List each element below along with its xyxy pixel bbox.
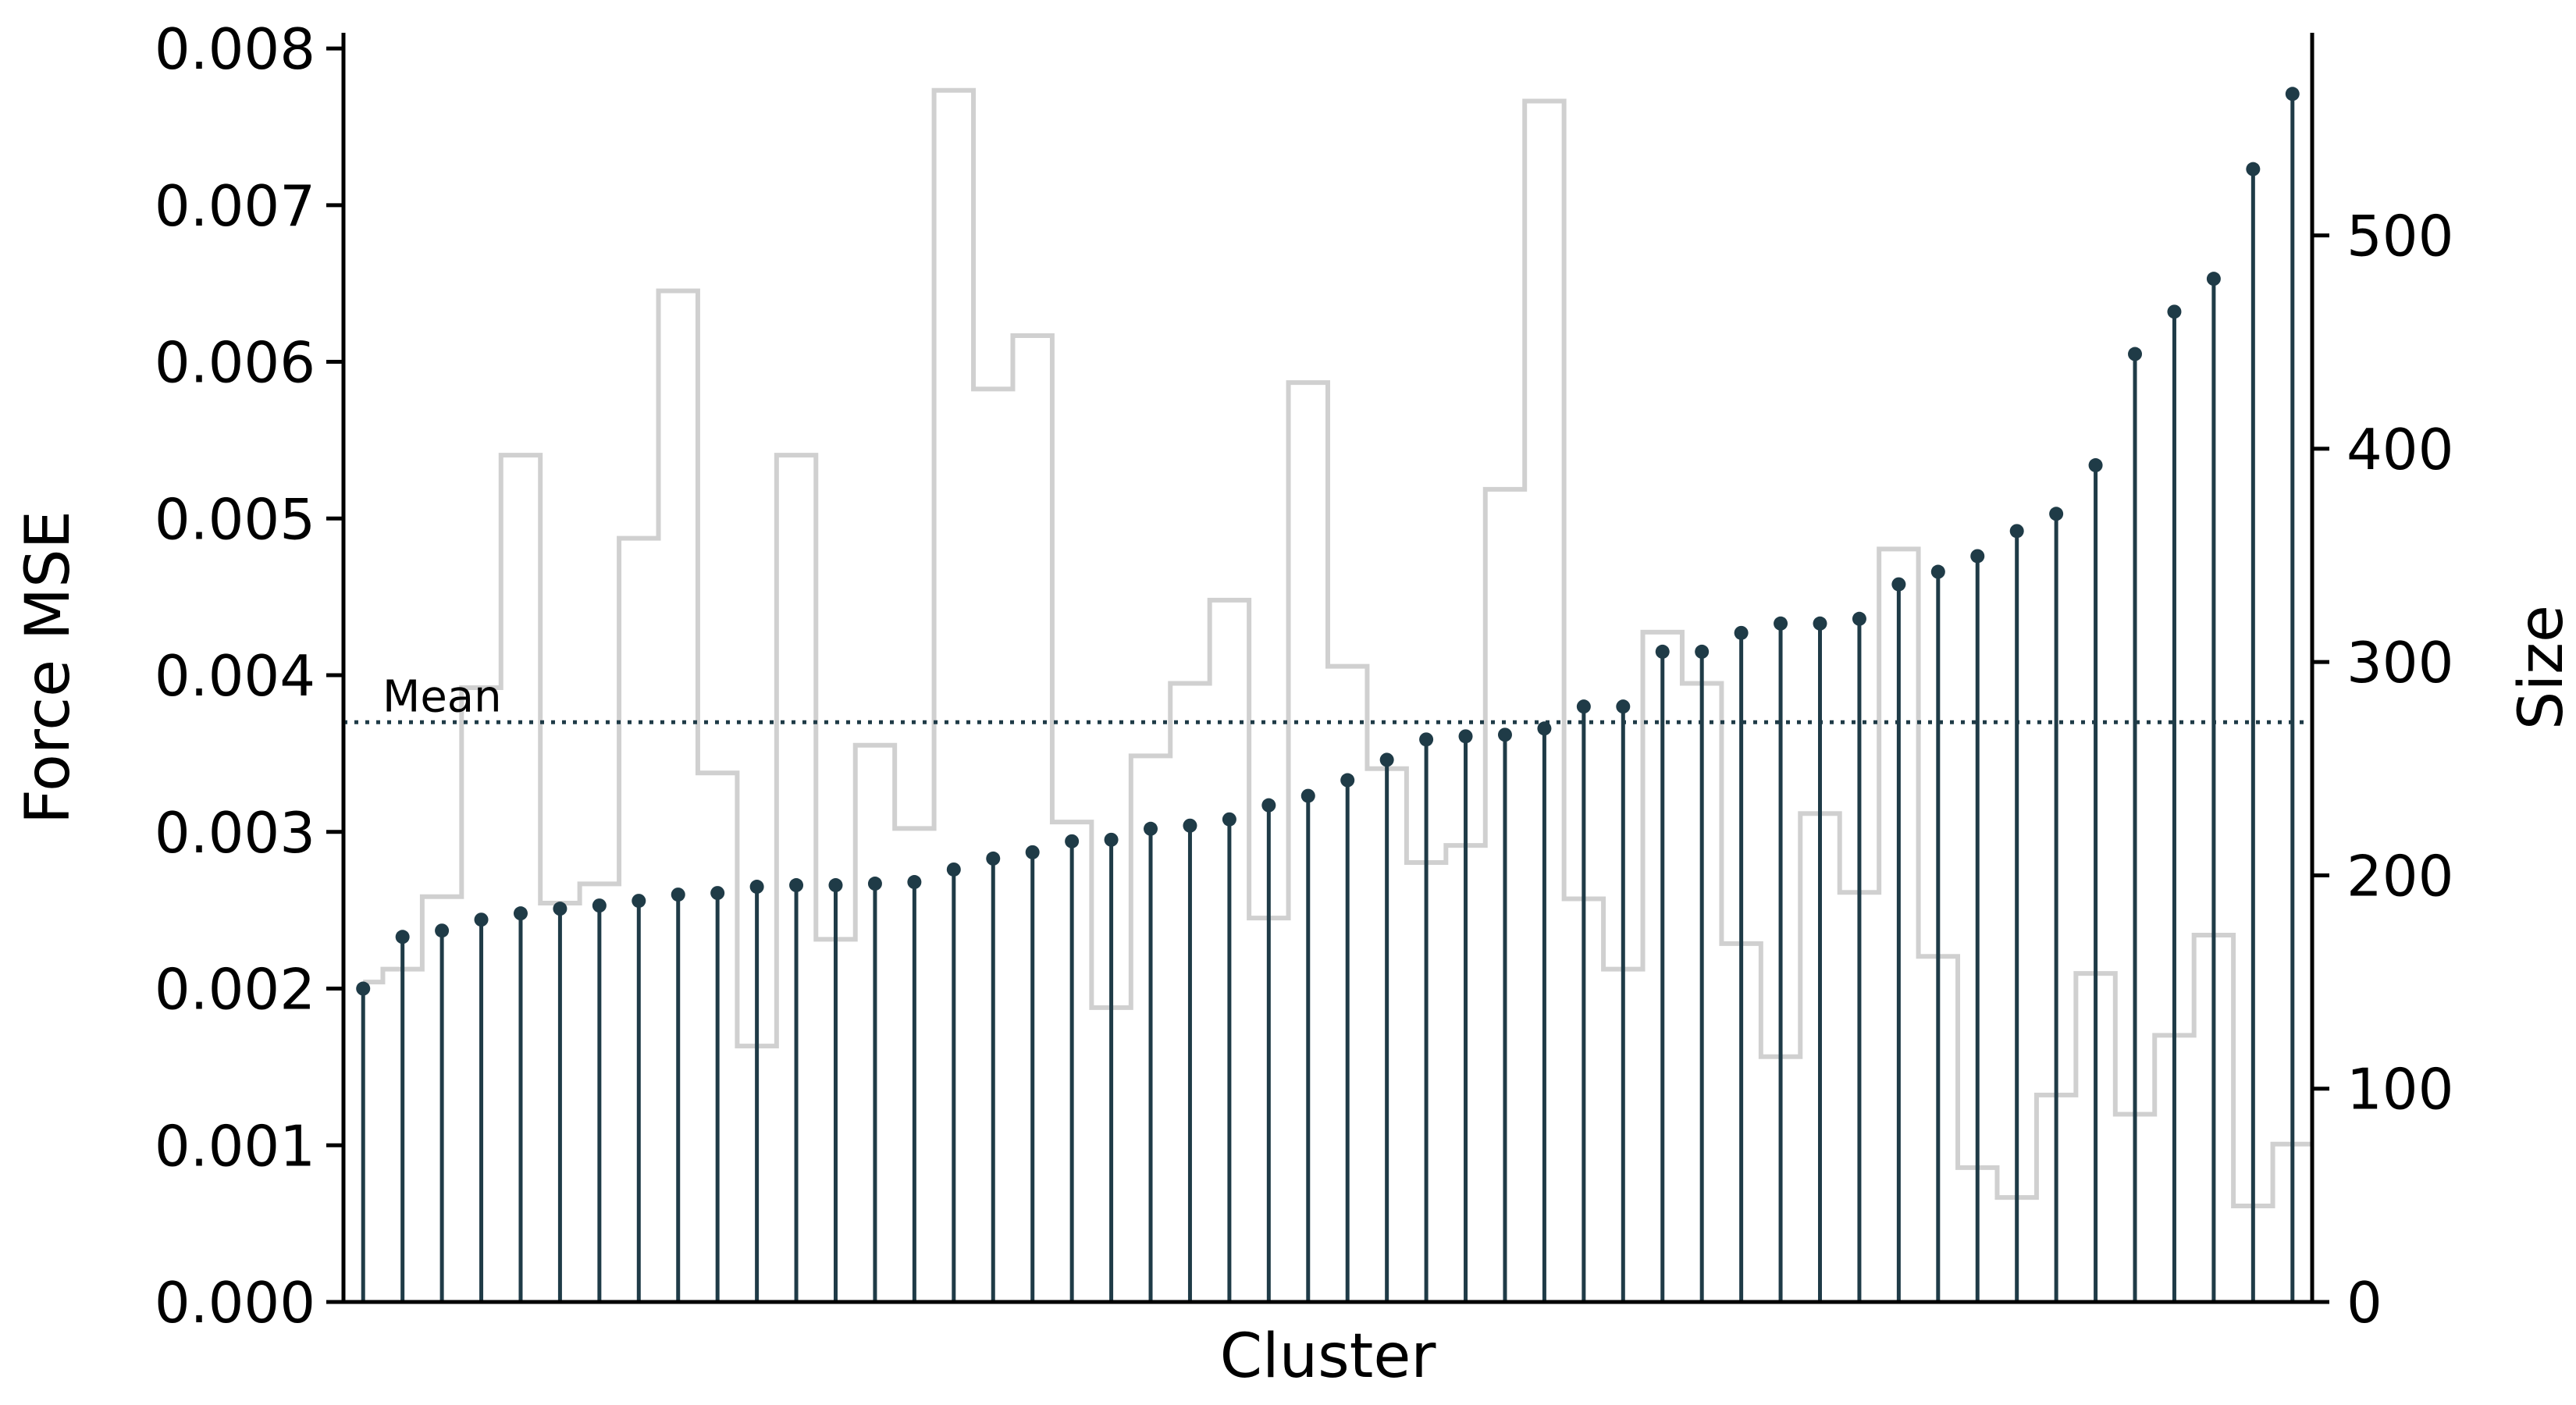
stem-marker: [907, 875, 922, 890]
stem-marker: [1379, 752, 1394, 767]
stem-marker: [1144, 821, 1158, 836]
stem-marker: [356, 981, 371, 996]
left-tick-label: 0.001: [155, 1113, 315, 1179]
left-tick-label: 0.008: [155, 16, 315, 82]
x-axis-label: Cluster: [1220, 1321, 1437, 1392]
right-y-axis-label: Size: [2507, 605, 2576, 730]
stem-marker: [592, 898, 607, 913]
stem-marker: [1300, 788, 1315, 803]
stem-marker: [1183, 818, 1197, 833]
stem-marker: [2246, 162, 2261, 176]
size-step-series: [363, 87, 2312, 1209]
stem-marker: [1222, 812, 1236, 827]
stem-marker: [1340, 773, 1355, 788]
stem-marker: [1537, 721, 1552, 736]
right-y-axis-ticks: 0 100 200 300 400 500: [2312, 204, 2453, 1336]
stem-marker: [1852, 611, 1866, 626]
stem-marker: [1734, 625, 1749, 640]
stem-marker: [1970, 549, 1985, 564]
right-tick-label: 100: [2347, 1057, 2453, 1122]
right-tick-label: 0: [2347, 1270, 2382, 1336]
right-tick-label: 500: [2347, 204, 2453, 269]
stem-marker: [513, 906, 528, 921]
right-tick-label: 200: [2347, 843, 2453, 909]
stem-marker: [1458, 729, 1473, 744]
left-y-axis-ticks: 0.000 0.001 0.002 0.003 0.004 0.005 0.006 0.007…: [155, 16, 343, 1336]
stem-marker: [474, 912, 489, 927]
stem-marker: [395, 930, 410, 944]
left-tick-label: 0.004: [155, 643, 315, 709]
stem-marker: [2206, 272, 2221, 286]
stem-marker: [749, 880, 764, 895]
stem-marker: [632, 894, 646, 909]
left-tick-label: 0.006: [155, 330, 315, 396]
stem-marker: [1813, 616, 1827, 631]
stem-marker: [1065, 834, 1080, 848]
size-step-line: [363, 87, 2312, 1209]
stem-marker: [2009, 524, 2024, 539]
stem-marker: [1655, 644, 1670, 659]
stem-marker: [946, 862, 961, 877]
stem-marker: [1774, 616, 1788, 631]
stem-marker: [671, 887, 685, 902]
mean-reference: Mean: [343, 671, 2312, 724]
force-mse-stems: [356, 87, 2300, 1302]
stem-marker: [2167, 304, 2182, 319]
stem-marker: [986, 851, 1001, 866]
stem-marker: [1104, 832, 1119, 847]
stem-marker: [1261, 798, 1276, 813]
mean-label: Mean: [382, 671, 502, 722]
stem-marker: [1576, 699, 1591, 714]
stem-marker: [1695, 644, 1710, 659]
stem-marker: [2088, 458, 2103, 473]
stem-marker: [1616, 699, 1631, 714]
stem-marker: [2128, 347, 2143, 361]
stem-marker: [1025, 845, 1040, 859]
stem-marker: [1497, 727, 1512, 742]
stem-marker: [1891, 577, 1906, 592]
stem-marker: [1419, 732, 1434, 747]
stem-marker: [710, 886, 725, 901]
left-tick-label: 0.005: [155, 486, 315, 552]
stem-marker: [2285, 87, 2300, 101]
stem-marker: [2049, 507, 2064, 521]
stem-marker: [789, 878, 804, 893]
left-tick-label: 0.003: [155, 800, 315, 866]
left-tick-label: 0.000: [155, 1270, 315, 1336]
left-y-axis-label: Force MSE: [13, 510, 84, 824]
left-tick-label: 0.007: [155, 173, 315, 239]
right-tick-label: 300: [2347, 630, 2453, 695]
stem-marker: [1930, 564, 1945, 579]
stem-marker: [867, 877, 882, 891]
stem-marker: [828, 878, 843, 893]
stem-marker: [553, 902, 568, 916]
stem-marker: [435, 923, 450, 938]
left-tick-label: 0.002: [155, 957, 315, 1023]
right-tick-label: 400: [2347, 417, 2453, 482]
